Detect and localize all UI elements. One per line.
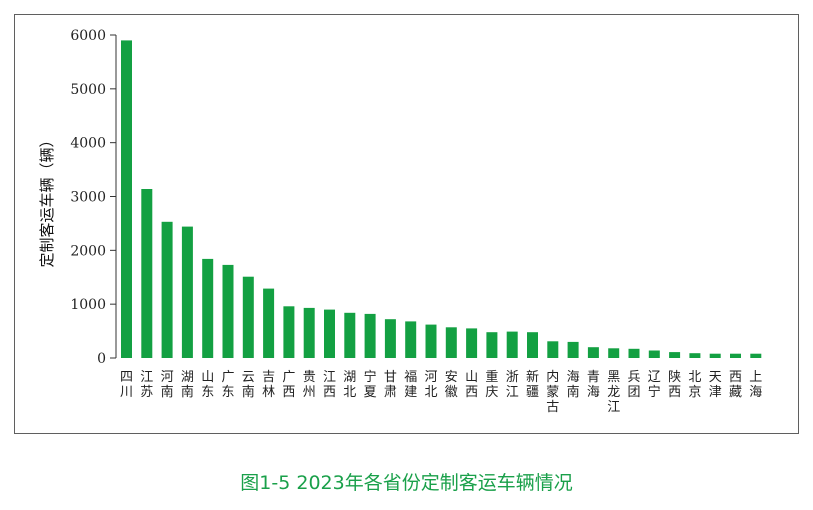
bar — [648, 350, 660, 358]
x-tick-label: 湖南 — [181, 370, 194, 400]
x-tick-label: 陕西 — [668, 370, 681, 400]
category-labels: 四川江苏河南湖南山东广东云南吉林广西贵州江西湖北宁夏甘肃福建河北安徽山西重庆浙江… — [120, 369, 762, 415]
bar — [405, 321, 417, 358]
x-tick-label: 江西 — [323, 370, 336, 400]
bar — [608, 348, 620, 358]
x-tick-label: 四川 — [120, 370, 133, 400]
x-tick-label: 河北 — [424, 370, 437, 400]
x-tick-label: 云南 — [242, 370, 255, 400]
bar — [587, 347, 599, 358]
x-tick-label: 浙江 — [506, 370, 519, 400]
bar — [669, 352, 681, 358]
x-tick-label: 山西 — [465, 370, 478, 400]
y-tick-label: 2000 — [70, 243, 106, 259]
figure-caption: 图1-5 2023年各省份定制客运车辆情况 — [240, 472, 573, 494]
bar — [181, 226, 193, 358]
x-tick-label: 内蒙古 — [546, 369, 559, 415]
bar — [384, 319, 396, 358]
y-tick-label: 1000 — [70, 297, 106, 313]
x-tick-label: 安徽 — [445, 370, 458, 400]
x-tick-label: 河南 — [161, 370, 174, 400]
bar — [506, 331, 518, 358]
bar — [445, 327, 457, 358]
bar — [628, 348, 640, 358]
x-tick-label: 广东 — [221, 370, 234, 400]
bar — [202, 258, 214, 358]
bar — [567, 341, 579, 358]
bar — [730, 353, 741, 358]
bar — [242, 276, 254, 358]
x-tick-label: 甘肃 — [384, 370, 397, 400]
x-tick-label: 新疆 — [526, 369, 539, 400]
x-tick-label: 宁夏 — [364, 369, 377, 400]
x-tick-label: 广西 — [282, 370, 295, 400]
x-tick-label: 兵团 — [627, 370, 640, 400]
y-tick-label: 4000 — [70, 136, 106, 152]
x-tick-label: 福建 — [404, 370, 417, 400]
bar — [344, 312, 356, 358]
bar — [466, 328, 478, 358]
x-tick-label: 江苏 — [140, 370, 153, 400]
bar-chart: 0 1000 2000 3000 4000 5000 6000 四川江苏河南湖南山东广东云南… — [38, 28, 762, 415]
bar — [283, 306, 295, 358]
bar — [364, 313, 376, 358]
bar — [547, 341, 559, 358]
bar — [161, 221, 173, 358]
x-tick-label: 青海 — [587, 370, 600, 400]
bar — [709, 353, 721, 358]
bar — [425, 324, 437, 358]
x-tick-label: 贵州 — [303, 370, 316, 400]
x-tick-label: 湖北 — [343, 370, 356, 400]
bar — [324, 309, 335, 358]
x-tick-label: 重庆 — [485, 369, 498, 400]
y-axis-label: 定制客运车辆（辆） — [38, 132, 56, 267]
bar — [527, 332, 538, 358]
bar — [141, 189, 153, 358]
x-tick-label: 天津 — [709, 370, 722, 400]
bar — [263, 288, 275, 358]
x-tick-label: 上海 — [749, 370, 762, 400]
x-tick-label: 吉林 — [262, 370, 275, 400]
y-tick-label: 5000 — [70, 82, 106, 98]
x-tick-label: 山东 — [201, 370, 214, 400]
x-tick-label: 海南 — [567, 370, 580, 400]
x-tick-label: 辽宁 — [648, 370, 661, 400]
y-tick-label: 3000 — [70, 190, 106, 206]
axes: 0 1000 2000 3000 4000 5000 6000 — [70, 28, 117, 367]
x-tick-label: 西藏 — [729, 370, 742, 400]
x-tick-label: 黑龙江 — [607, 370, 620, 415]
bar — [486, 332, 498, 358]
y-tick-label: 6000 — [70, 28, 106, 44]
bars — [121, 40, 762, 359]
bar — [750, 353, 762, 358]
y-tick-label: 0 — [97, 351, 106, 367]
bar — [121, 40, 132, 359]
x-tick-label: 北京 — [688, 370, 701, 400]
bar — [689, 353, 701, 358]
bar — [303, 307, 315, 358]
bar — [222, 264, 234, 358]
